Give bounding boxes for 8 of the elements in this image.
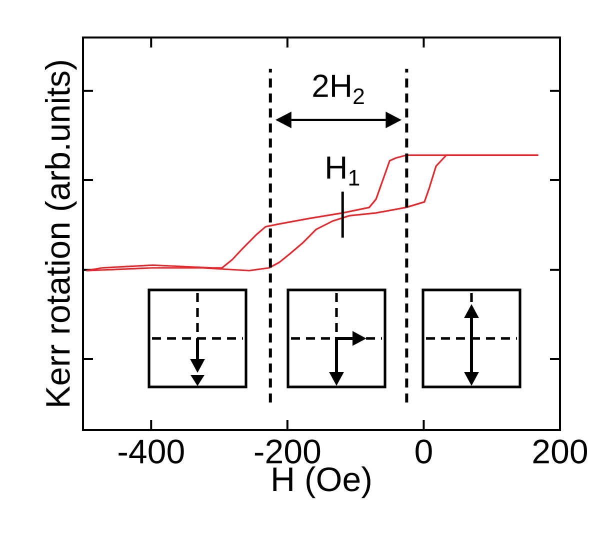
annotation: H$_{1}$	[327, 156, 360, 186]
x-tick-label: -400	[118, 440, 184, 464]
x-tick-label: 0	[416, 440, 432, 464]
x-axis-title: H (Oe)	[273, 466, 370, 498]
x-tick-label: 200	[533, 440, 588, 464]
text: 2H$_{2}$	[313, 74, 364, 104]
y-axis-title: Kerr rotation (arb.units)	[44, 61, 77, 406]
x-tick-label: -200	[254, 440, 320, 464]
